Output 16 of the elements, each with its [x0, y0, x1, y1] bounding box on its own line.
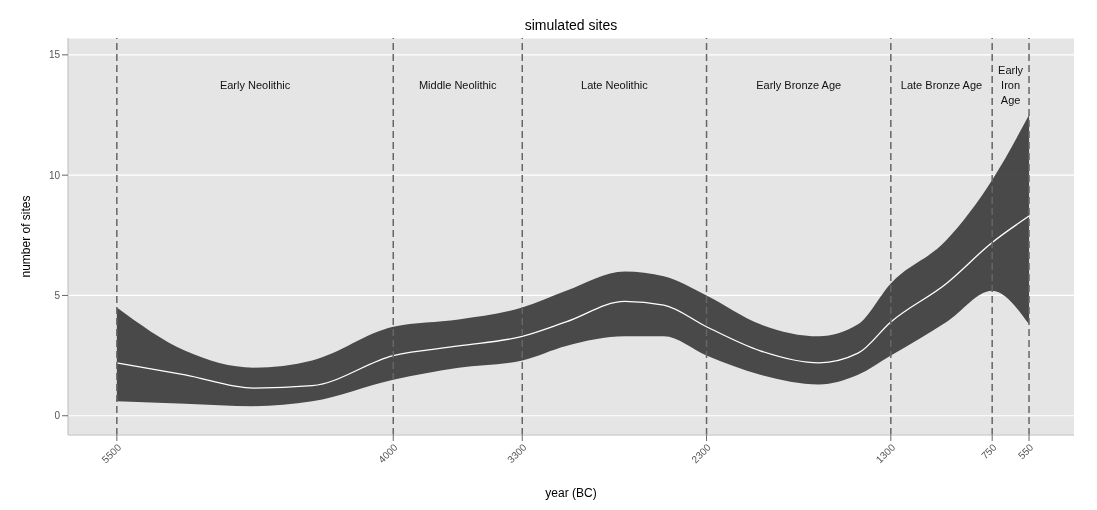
x-axis-title: year (BC) — [545, 486, 597, 500]
chart-title: simulated sites — [524, 17, 618, 33]
y-tick-label: 15 — [48, 49, 61, 61]
annotation: Early Bronze Age — [756, 78, 842, 91]
annotation: Middle Neolithic — [418, 78, 498, 91]
y-axis-title: number of sites — [19, 195, 34, 278]
annotation: Early Neolithic — [219, 78, 291, 91]
y-tick-label: 10 — [48, 169, 61, 181]
y-tick-label: 5 — [54, 290, 61, 301]
y-tick-label: 0 — [54, 410, 61, 422]
x-tick-label: 750 — [979, 441, 999, 462]
annotation: Late Neolithic — [581, 78, 649, 91]
annotation: Early Iron Age — [998, 63, 1024, 106]
line-series — [116, 215, 1030, 389]
annotation: Late Bronze Age — [900, 78, 983, 91]
x-tick-label: 550 — [1015, 441, 1036, 462]
